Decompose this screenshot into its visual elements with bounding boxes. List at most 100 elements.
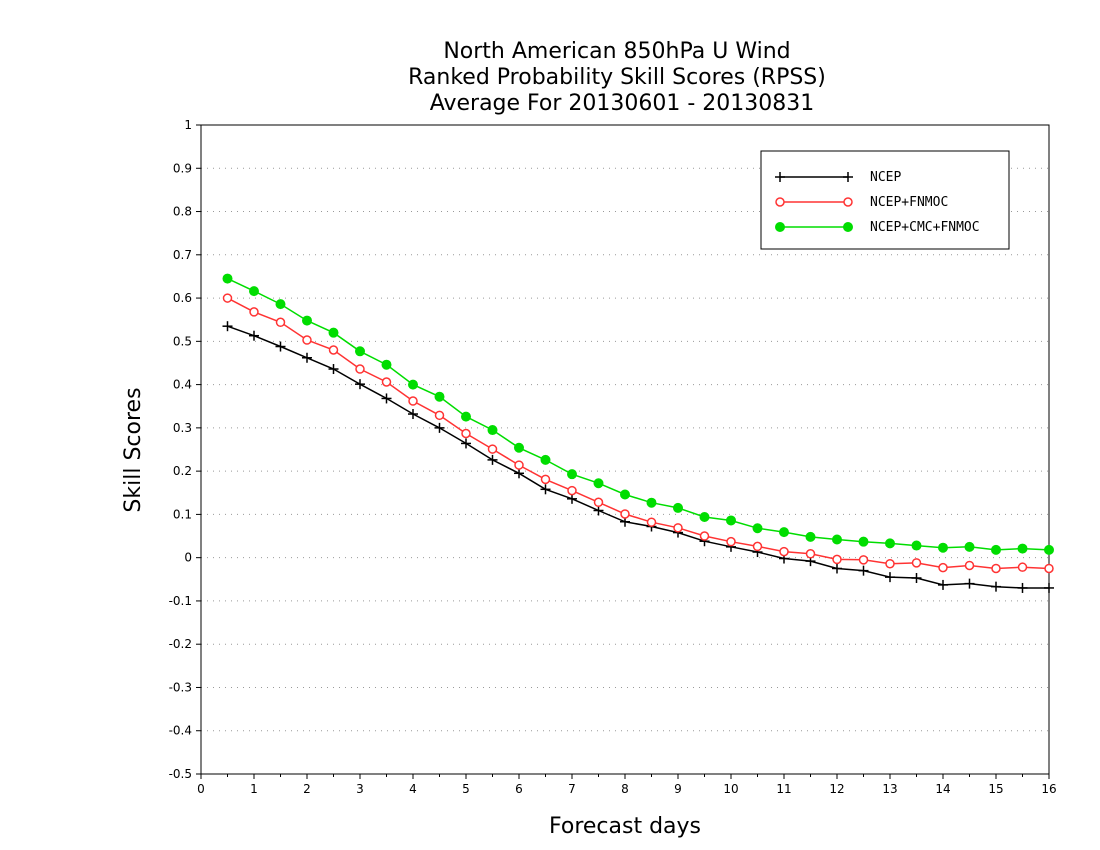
open-circle-marker bbox=[381, 377, 392, 387]
filled-circle-marker bbox=[249, 286, 259, 297]
open-circle-marker bbox=[222, 293, 233, 303]
x-tick-label: 9 bbox=[674, 782, 682, 796]
plus-marker bbox=[858, 565, 869, 576]
x-tick-label: 6 bbox=[515, 782, 523, 796]
legend-entry: NCEP+CMC+FNMOC bbox=[775, 220, 980, 235]
x-tick-label: 7 bbox=[568, 782, 576, 796]
x-tick-label: 8 bbox=[621, 782, 629, 796]
y-tick-label: 0.3 bbox=[173, 421, 192, 435]
plus-marker bbox=[593, 505, 604, 516]
plus-marker bbox=[843, 172, 853, 182]
filled-circle-marker bbox=[381, 359, 392, 370]
open-circle-marker bbox=[858, 555, 869, 565]
filled-circle-marker bbox=[328, 327, 339, 338]
x-tick-label: 11 bbox=[776, 782, 791, 796]
open-circle-marker bbox=[487, 444, 498, 454]
y-tick-label: -0.1 bbox=[169, 594, 192, 608]
plus-marker bbox=[275, 341, 286, 352]
filled-circle-marker bbox=[964, 541, 975, 552]
series-line bbox=[227, 297, 1050, 570]
filled-circle-marker bbox=[775, 222, 785, 232]
filled-circle-marker bbox=[699, 511, 710, 522]
open-circle-marker bbox=[540, 474, 551, 485]
x-tick-label: 4 bbox=[409, 782, 417, 796]
x-tick-label: 5 bbox=[462, 782, 470, 796]
open-circle-marker bbox=[699, 531, 710, 541]
y-axis-title: Skill Scores bbox=[121, 387, 146, 512]
y-tick-label: 0.7 bbox=[173, 248, 192, 262]
open-circle-marker bbox=[328, 345, 339, 355]
x-tick-label: 13 bbox=[882, 782, 897, 796]
open-circle-marker bbox=[964, 560, 975, 571]
open-circle-marker bbox=[620, 509, 630, 519]
y-tick-label: 1 bbox=[184, 118, 192, 132]
plus-marker bbox=[567, 493, 577, 504]
open-circle-marker bbox=[1044, 563, 1054, 574]
open-circle-marker bbox=[673, 523, 683, 533]
filled-circle-marker bbox=[805, 531, 816, 542]
filled-circle-marker bbox=[355, 346, 365, 357]
legend-entry: NCEP+FNMOC bbox=[775, 195, 948, 210]
filled-circle-marker bbox=[885, 538, 895, 549]
open-circle-marker bbox=[408, 396, 418, 406]
x-tick-label: 10 bbox=[723, 782, 738, 796]
y-tick-label: -0.4 bbox=[169, 724, 192, 738]
plus-marker bbox=[938, 579, 948, 590]
open-circle-marker bbox=[779, 546, 789, 557]
y-tick-label: -0.3 bbox=[169, 680, 192, 694]
open-circle-marker bbox=[991, 563, 1001, 574]
legend-entry: NCEP bbox=[775, 170, 901, 185]
y-tick-label: 0.9 bbox=[173, 161, 192, 175]
plus-marker bbox=[540, 484, 551, 495]
plus-marker bbox=[461, 438, 471, 449]
open-circle-marker bbox=[249, 307, 259, 317]
series-line bbox=[227, 277, 1050, 551]
series-line bbox=[227, 325, 1049, 589]
plus-marker bbox=[964, 578, 975, 589]
plus-marker bbox=[991, 581, 1001, 592]
title-line-1: North American 850hPa U Wind bbox=[443, 39, 790, 64]
open-circle-marker bbox=[726, 536, 736, 547]
series-layer bbox=[222, 273, 1054, 593]
plus-marker bbox=[434, 422, 445, 433]
filled-circle-marker bbox=[302, 315, 312, 326]
y-tick-label: 0.1 bbox=[173, 507, 192, 521]
filled-circle-marker bbox=[593, 478, 604, 489]
open-circle-marker bbox=[567, 485, 577, 496]
filled-circle-marker bbox=[726, 515, 736, 526]
legend-box bbox=[760, 150, 1010, 250]
open-circle-marker bbox=[1017, 562, 1028, 572]
open-circle-marker bbox=[302, 335, 312, 345]
open-circle-marker bbox=[593, 497, 604, 508]
y-tick-label: 0 bbox=[184, 551, 192, 565]
filled-circle-marker bbox=[752, 523, 763, 534]
filled-circle-marker bbox=[434, 391, 445, 402]
open-circle-marker bbox=[355, 364, 365, 374]
x-tick-label: 16 bbox=[1041, 782, 1056, 796]
open-circle-marker bbox=[843, 197, 853, 207]
y-tick-label: 0.8 bbox=[173, 205, 192, 219]
filled-circle-marker bbox=[832, 534, 842, 545]
x-tick-label: 1 bbox=[250, 782, 258, 796]
x-tick-label: 14 bbox=[935, 782, 950, 796]
filled-circle-marker bbox=[991, 544, 1001, 555]
title-line-2: Ranked Probability Skill Scores (RPSS) bbox=[408, 65, 826, 90]
open-circle-marker bbox=[938, 562, 948, 573]
filled-circle-marker bbox=[779, 527, 789, 538]
legend-label: NCEP bbox=[870, 170, 901, 185]
x-tick-label: 2 bbox=[303, 782, 311, 796]
open-circle-marker bbox=[461, 428, 471, 439]
open-circle-marker bbox=[275, 317, 286, 328]
plus-marker bbox=[302, 352, 312, 363]
legend-label: NCEP+FNMOC bbox=[870, 195, 948, 210]
open-circle-marker bbox=[805, 549, 816, 559]
filled-circle-marker bbox=[487, 425, 498, 436]
filled-circle-marker bbox=[408, 379, 418, 390]
plus-marker bbox=[1017, 582, 1028, 593]
legend-label: NCEP+CMC+FNMOC bbox=[870, 220, 980, 235]
plus-marker bbox=[514, 468, 524, 479]
filled-circle-marker bbox=[461, 411, 471, 422]
plus-marker bbox=[911, 573, 922, 584]
filled-circle-marker bbox=[911, 540, 922, 551]
open-circle-marker bbox=[775, 197, 785, 207]
